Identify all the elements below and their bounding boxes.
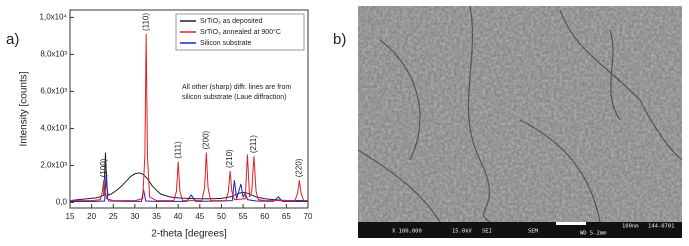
sem-info: X 100,000: [392, 229, 422, 235]
legend-box: [175, 13, 305, 51]
peak-label: (200): [201, 130, 210, 149]
x-tick-label: 30: [130, 212, 139, 221]
x-tick-label: 15: [66, 212, 75, 221]
x-tick-label: 35: [152, 212, 161, 221]
peak-label: (220): [294, 158, 303, 177]
sem-info: 15.0kV: [452, 229, 473, 235]
x-tick-label: 50: [217, 212, 226, 221]
y-tick-label: 2,0x10³: [40, 161, 67, 170]
x-tick-label: 55: [239, 212, 248, 221]
sem-info: SEM: [528, 229, 539, 235]
legend-label: Silicon substrate: [200, 40, 251, 47]
peak-label: (210): [225, 149, 234, 168]
y-tick-label: 6,0x10³: [40, 87, 67, 96]
legend-label: SrTiO₃ annealed at 900°C: [200, 28, 281, 36]
peak-label: (100): [99, 158, 108, 177]
annotation: All other (sharp) diffr. lines are from: [182, 84, 291, 91]
data-line: [70, 170, 308, 203]
x-tick-label: 20: [87, 212, 96, 221]
y-tick-label: 0,0: [56, 198, 68, 207]
x-tick-label: 60: [260, 212, 269, 221]
x-tick-label: 40: [174, 212, 183, 221]
annotation: silicon substrate (Laue diffraction): [182, 94, 287, 101]
y-tick-label: 1,0x10⁴: [40, 13, 68, 22]
sem-info: 144-0701: [648, 224, 675, 230]
data-line: [70, 34, 308, 202]
sem-info: WD 5.2mm: [580, 231, 607, 237]
legend-label: SrTiO₃ as deposited: [200, 18, 263, 25]
x-tick-label: 45: [195, 212, 204, 221]
x-tick-label: 25: [109, 212, 118, 221]
y-axis-label: Intensity [counts]: [19, 71, 30, 146]
peak-label: (211): [249, 135, 258, 153]
sem-info: SEI: [482, 229, 492, 235]
x-tick-label: 70: [304, 212, 313, 221]
plot-frame: [69, 9, 309, 209]
y-tick-label: 8,0x10³: [40, 50, 67, 59]
peak-label: (111): [173, 141, 182, 159]
sem-info: 100nm: [622, 224, 639, 230]
x-axis-label: 2-theta [degrees]: [151, 229, 227, 240]
x-tick-label: 65: [282, 212, 291, 221]
y-tick-label: 4,0x10³: [40, 124, 67, 133]
sem-image: [357, 5, 683, 238]
plot-area: [70, 34, 308, 203]
panel-label: b): [333, 31, 346, 48]
peak-label: (110): [141, 13, 150, 31]
panel-label: a): [6, 31, 19, 48]
